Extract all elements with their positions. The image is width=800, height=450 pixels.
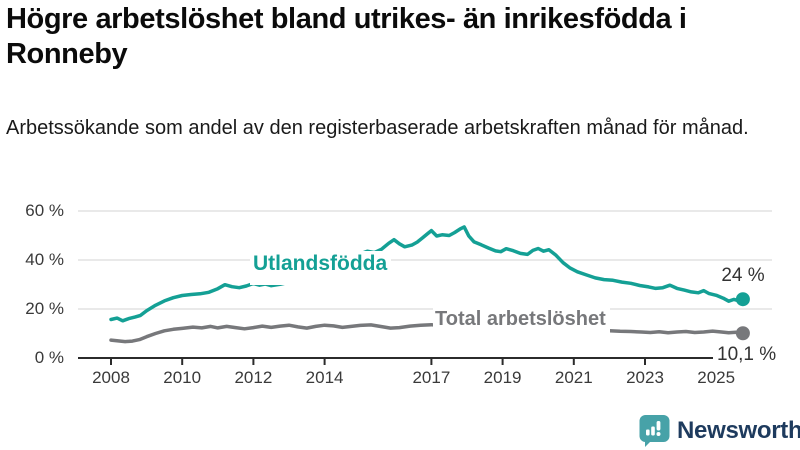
newsworthy-logo-text: Newsworthy bbox=[677, 417, 800, 444]
x-tick-label: 2017 bbox=[412, 368, 451, 387]
end-value-total: 10,1 % bbox=[713, 344, 781, 366]
x-tick-label: 2012 bbox=[234, 368, 273, 387]
x-tick-label: 2019 bbox=[483, 368, 522, 387]
newsworthy-logo-icon bbox=[639, 414, 670, 448]
y-tick-label: 60 % bbox=[25, 201, 64, 220]
end-value-utlandsfodda: 24 % bbox=[721, 265, 765, 286]
x-tick-label: 2010 bbox=[163, 368, 202, 387]
x-tick-label: 2008 bbox=[92, 368, 130, 387]
y-tick-label: 0 % bbox=[34, 348, 64, 367]
series-label-total: Total arbetslöshet bbox=[433, 306, 610, 339]
series-label-utlandsfodda: Utlandsfödda bbox=[250, 251, 392, 285]
chart-subtitle: Arbetssökande som andel av den registerb… bbox=[6, 117, 749, 139]
x-tick-label: 2025 bbox=[697, 368, 736, 387]
y-tick-label: 20 % bbox=[25, 299, 64, 318]
x-tick-label: 2014 bbox=[305, 368, 344, 387]
newsworthy-logo[interactable]: Newsworthy bbox=[639, 414, 800, 448]
chart-title: Högre arbetslöshet bland utrikes- än inr… bbox=[6, 3, 687, 70]
x-tick-label: 2021 bbox=[554, 368, 593, 387]
x-tick-label: 2023 bbox=[626, 368, 664, 387]
y-tick-label: 40 % bbox=[25, 250, 64, 269]
